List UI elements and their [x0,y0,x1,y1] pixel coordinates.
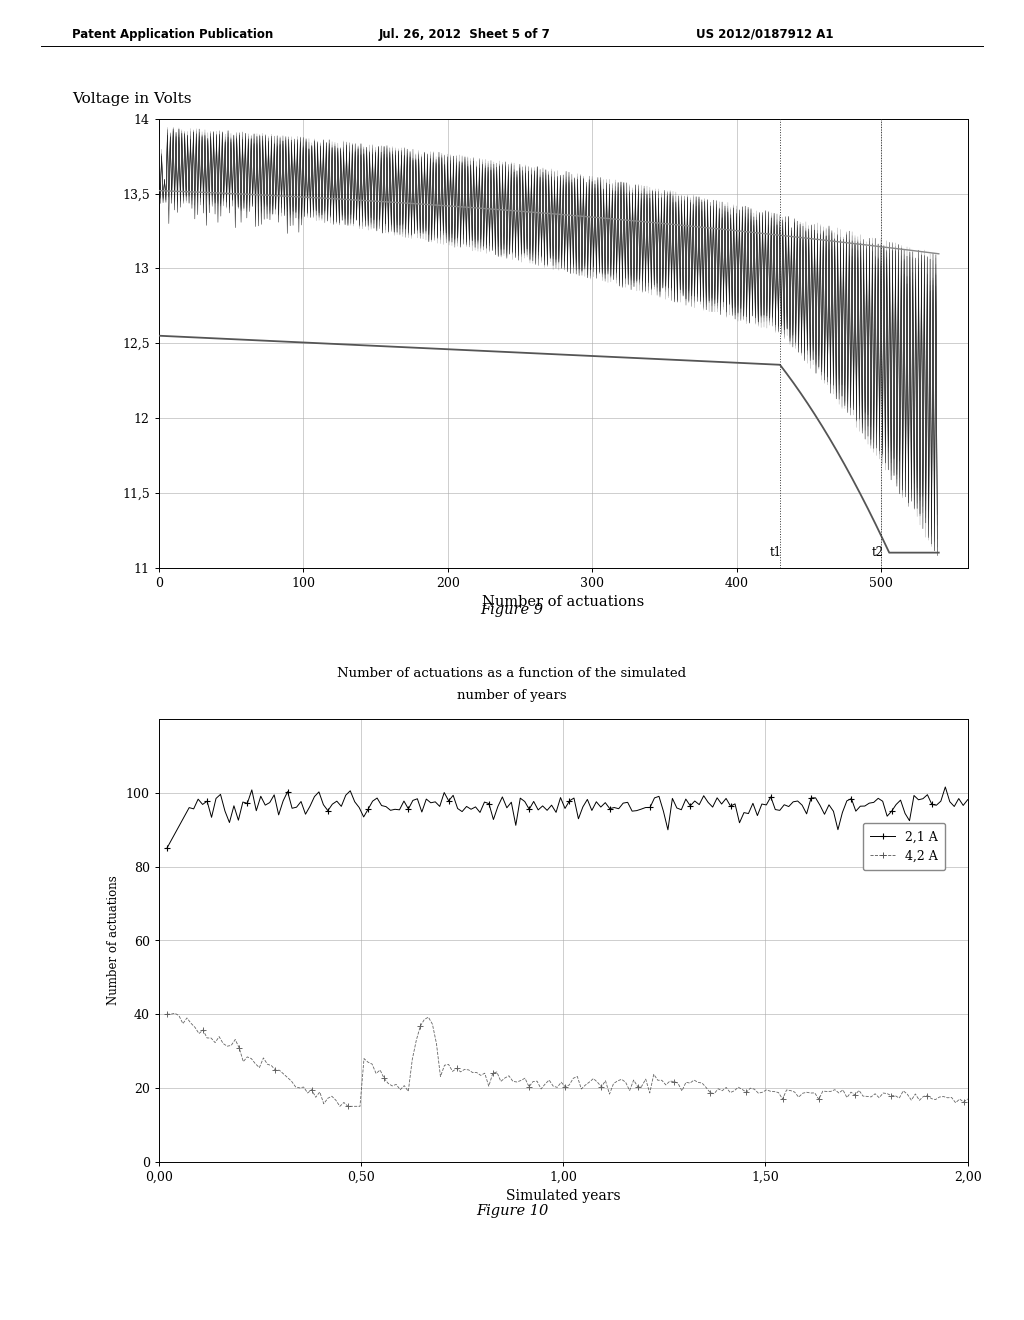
Text: Number of actuations as a function of the simulated: Number of actuations as a function of th… [338,667,686,680]
Legend: 2,1 A, 4,2 A: 2,1 A, 4,2 A [862,822,945,870]
Text: Jul. 26, 2012  Sheet 5 of 7: Jul. 26, 2012 Sheet 5 of 7 [379,28,551,41]
Text: t1: t1 [770,545,781,558]
Text: t2: t2 [872,545,884,558]
Text: US 2012/0187912 A1: US 2012/0187912 A1 [696,28,834,41]
Text: Figure 9: Figure 9 [480,603,544,618]
X-axis label: Simulated years: Simulated years [506,1189,621,1204]
Text: Patent Application Publication: Patent Application Publication [72,28,273,41]
Y-axis label: Number of actuations: Number of actuations [108,875,120,1006]
Text: Voltage in Volts: Voltage in Volts [72,92,191,107]
X-axis label: Number of actuations: Number of actuations [482,595,644,610]
Text: number of years: number of years [457,689,567,702]
Text: Figure 10: Figure 10 [476,1204,548,1218]
